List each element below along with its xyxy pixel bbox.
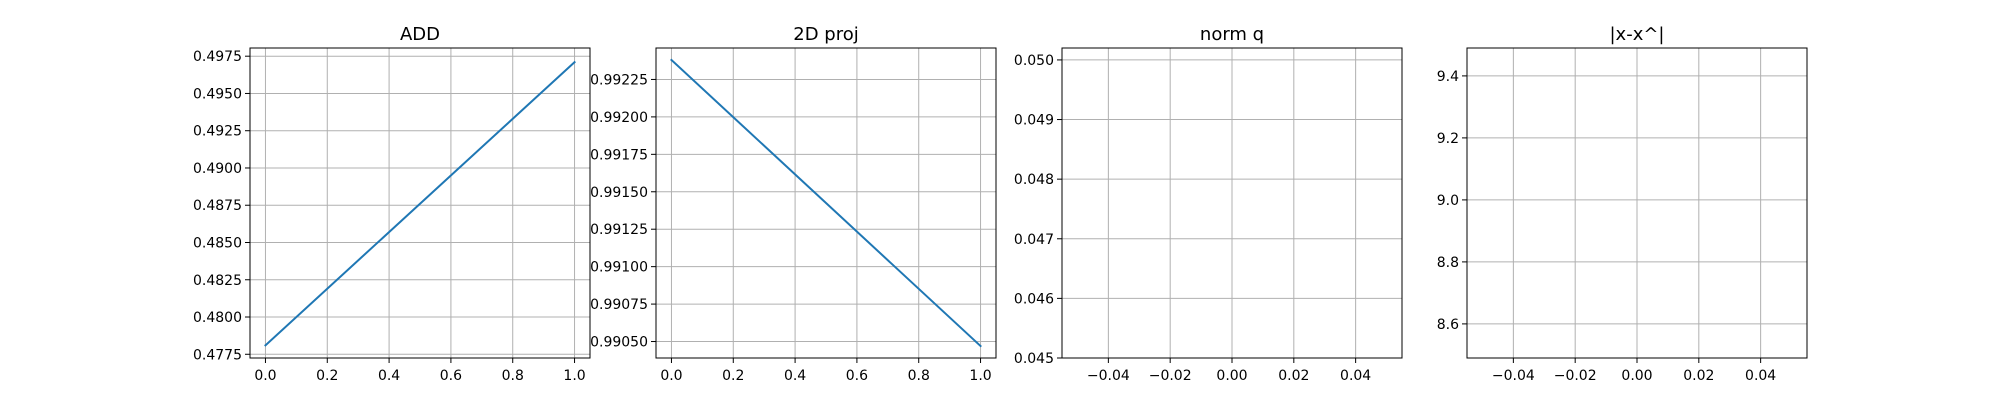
x-tick-label: 0.00 xyxy=(1621,368,1652,384)
y-tick-label: 9.0 xyxy=(1437,193,1459,209)
x-tick-label: −0.04 xyxy=(1087,368,1130,384)
y-tick-label: 0.045 xyxy=(1014,351,1054,367)
x-tick-label: 0.2 xyxy=(722,368,744,384)
y-tick-label: 0.4875 xyxy=(193,198,242,214)
x-tick-label: 0.8 xyxy=(908,368,930,384)
x-tick-label: 0.4 xyxy=(784,368,806,384)
subplot-2d-proj: 0.0 0.2 0.4 0.6 0.8 1.0 0.99050 0.99075 0.99100 0… xyxy=(590,24,997,384)
x-tick-label: 0.00 xyxy=(1216,368,1247,384)
y-tick-label: 0.99225 xyxy=(590,72,648,88)
y-tick-label: 0.99175 xyxy=(590,147,648,163)
x-tick-label: 0.0 xyxy=(660,368,682,384)
y-tick-label: 0.4975 xyxy=(193,49,242,65)
chart-title: |x-x^| xyxy=(1609,24,1664,45)
plot-frame xyxy=(655,47,997,359)
y-tick-label: 0.4850 xyxy=(193,235,242,251)
series-line xyxy=(264,60,576,347)
subplot-x-error: −0.04 −0.02 0.00 0.02 0.04 8.6 8.8 9.0 9.2 9.4 |x-… xyxy=(1437,24,1808,384)
x-tick-label: 0.02 xyxy=(1683,368,1714,384)
y-tick-label: 0.99150 xyxy=(590,185,648,201)
x-tick-label: −0.02 xyxy=(1149,368,1192,384)
y-tick-label: 0.4925 xyxy=(193,124,242,140)
plot-frame xyxy=(249,47,591,359)
x-tick-label: 1.0 xyxy=(969,368,991,384)
y-tick-label: 0.046 xyxy=(1014,291,1054,307)
x-tick-label: 0.6 xyxy=(440,368,462,384)
subplot-norm-q: −0.04 −0.02 0.00 0.02 0.04 0.045 0.046 0.047 0.0… xyxy=(1014,24,1403,384)
y-tick-label: 0.4775 xyxy=(193,347,242,363)
y-tick-label: 9.4 xyxy=(1437,69,1459,85)
x-tick-label: 0.8 xyxy=(502,368,524,384)
subplot-add: 0.0 0.2 0.4 0.6 0.8 1.0 0.4775 0.4800 0.4825 0.48… xyxy=(193,24,591,384)
y-tick-label: 0.050 xyxy=(1014,53,1054,69)
y-tick-label: 0.4950 xyxy=(193,86,242,102)
y-tick-label: 0.99100 xyxy=(590,260,648,276)
x-tick-label: −0.04 xyxy=(1492,368,1535,384)
x-tick-label: 1.0 xyxy=(563,368,585,384)
y-tick-label: 9.2 xyxy=(1437,131,1459,147)
y-tick-label: 0.99075 xyxy=(590,297,648,313)
y-tick-label: 0.4900 xyxy=(193,161,242,177)
series-line xyxy=(670,58,982,348)
x-tick-label: 0.04 xyxy=(1340,368,1371,384)
y-tick-label: 0.4800 xyxy=(193,310,242,326)
x-tick-label: 0.6 xyxy=(846,368,868,384)
y-tick-label: 8.8 xyxy=(1437,255,1459,271)
chart-title: ADD xyxy=(400,24,440,45)
x-tick-label: −0.02 xyxy=(1554,368,1597,384)
chart-title: norm q xyxy=(1200,24,1264,45)
y-tick-label: 0.99050 xyxy=(590,335,648,351)
y-tick-label: 0.99125 xyxy=(590,222,648,238)
chart-title: 2D proj xyxy=(793,24,858,45)
x-tick-label: 0.02 xyxy=(1278,368,1309,384)
y-tick-label: 0.4825 xyxy=(193,273,242,289)
y-tick-label: 0.048 xyxy=(1014,172,1054,188)
x-tick-label: 0.04 xyxy=(1745,368,1776,384)
x-tick-label: 0.2 xyxy=(316,368,338,384)
y-tick-label: 0.99200 xyxy=(590,110,648,126)
y-tick-label: 0.047 xyxy=(1014,232,1054,248)
x-tick-label: 0.0 xyxy=(254,368,276,384)
y-tick-label: 8.6 xyxy=(1437,317,1459,333)
x-tick-label: 0.4 xyxy=(378,368,400,384)
y-tick-label: 0.049 xyxy=(1014,113,1054,129)
